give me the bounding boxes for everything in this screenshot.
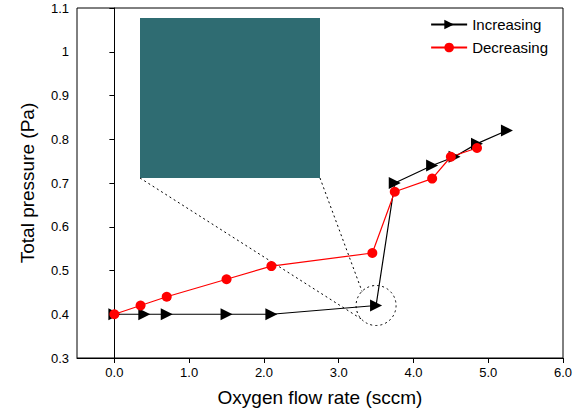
svg-text:Total pressure (Pa): Total pressure (Pa) — [17, 103, 38, 264]
svg-text:0.0: 0.0 — [105, 365, 123, 380]
svg-text:0.6: 0.6 — [51, 219, 69, 234]
svg-text:1.0: 1.0 — [180, 365, 198, 380]
svg-text:5.0: 5.0 — [479, 365, 497, 380]
svg-text:Increasing: Increasing — [472, 16, 541, 33]
svg-text:Oxygen flow rate (sccm): Oxygen flow rate (sccm) — [218, 387, 423, 408]
svg-text:0.7: 0.7 — [51, 176, 69, 191]
svg-text:4.0: 4.0 — [404, 365, 422, 380]
svg-text:0.3: 0.3 — [51, 351, 69, 366]
svg-text:Decreasing: Decreasing — [472, 39, 548, 56]
svg-text:0.8: 0.8 — [51, 132, 69, 147]
svg-text:2.0: 2.0 — [255, 365, 273, 380]
svg-text:1.1: 1.1 — [51, 1, 69, 16]
svg-text:0.5: 0.5 — [51, 263, 69, 278]
svg-text:0.9: 0.9 — [51, 88, 69, 103]
svg-text:6.0: 6.0 — [554, 365, 572, 380]
svg-text:3.0: 3.0 — [330, 365, 348, 380]
svg-text:1: 1 — [62, 44, 69, 59]
svg-text:0.4: 0.4 — [51, 307, 69, 322]
